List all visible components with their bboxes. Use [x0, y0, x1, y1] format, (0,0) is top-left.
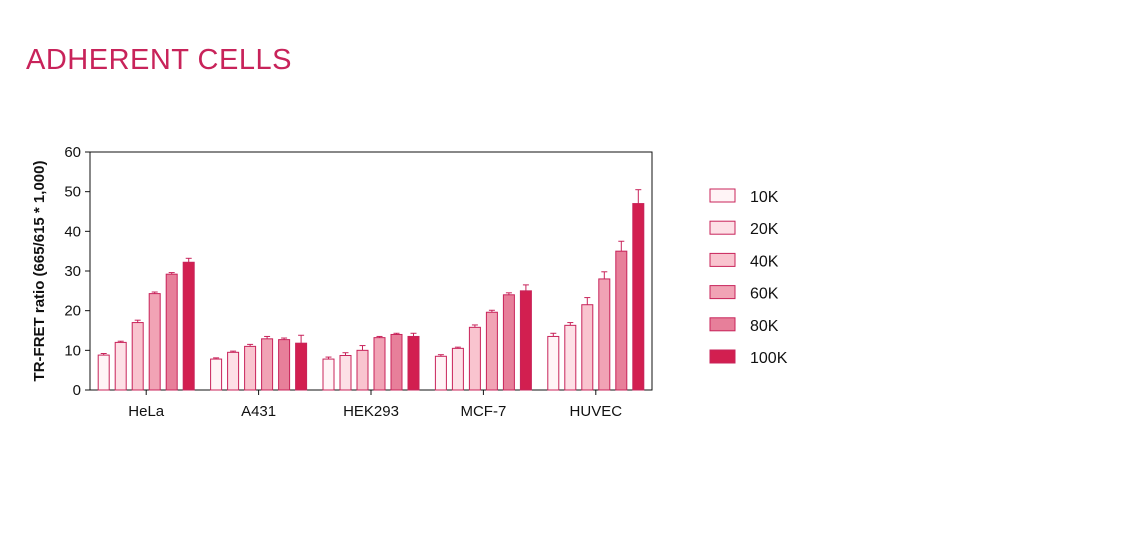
bar [339, 354, 352, 391]
bar [165, 273, 178, 391]
bar [485, 311, 498, 391]
legend-label: 80K [750, 318, 779, 335]
bar [598, 278, 611, 391]
bar [434, 355, 447, 391]
bar [502, 294, 515, 391]
legend-label: 20K [750, 221, 779, 238]
bar [407, 335, 420, 391]
bar [547, 335, 560, 391]
bar [581, 304, 594, 391]
y-tick-label: 20 [64, 303, 81, 320]
y-tick-label: 60 [64, 144, 81, 161]
bar [564, 324, 577, 391]
bar [356, 349, 369, 391]
y-axis: 0 10 20 30 40 50 60 TR-FRET ratio (665/615 * 1,… [31, 144, 90, 399]
legend-swatch [709, 188, 736, 203]
bar [390, 333, 403, 391]
bar [114, 341, 127, 391]
legend-label: 60K [750, 286, 779, 303]
bar [227, 351, 240, 391]
legend-label: 10K [750, 189, 779, 206]
bar [97, 354, 110, 391]
legend-swatch [709, 285, 736, 300]
x-tick-label: A431 [241, 403, 276, 420]
x-tick-label: HeLa [128, 403, 165, 420]
x-tick-label: MCF-7 [460, 403, 506, 420]
bar [322, 358, 335, 391]
legend-label: 100K [750, 350, 788, 367]
bar [295, 342, 308, 391]
bar [131, 322, 144, 391]
bar [373, 337, 386, 391]
bar [451, 347, 464, 391]
y-tick-label: 10 [64, 342, 81, 359]
bar [615, 250, 628, 391]
page-title: ADHERENT CELLS [26, 44, 292, 76]
bar [632, 203, 645, 391]
legend-swatch [709, 220, 736, 235]
x-tick-label: HEK293 [343, 403, 399, 420]
legend-label: 40K [750, 253, 779, 270]
bar [278, 339, 291, 391]
bar [468, 326, 481, 391]
bar [148, 293, 161, 391]
bar [182, 261, 195, 391]
bar [519, 290, 532, 391]
y-tick-label: 30 [64, 263, 81, 280]
y-tick-label: 40 [64, 223, 81, 240]
bar [244, 345, 257, 391]
y-axis-label: TR-FRET ratio (665/615 * 1,000) [31, 161, 48, 382]
legend-swatch [709, 349, 736, 364]
legend-swatch [709, 317, 736, 332]
legend-swatch [709, 252, 736, 267]
bar [210, 358, 223, 391]
bar [261, 338, 274, 391]
plot-area [89, 151, 653, 391]
x-axis: HeLa A431 HEK293 MCF-7 HUVEC [128, 390, 622, 420]
x-tick-label: HUVEC [570, 403, 623, 420]
y-tick-label: 0 [73, 382, 81, 399]
legend: 10K 20K 40K 60K 80K 100K [709, 188, 788, 367]
y-tick-label: 50 [64, 184, 81, 201]
